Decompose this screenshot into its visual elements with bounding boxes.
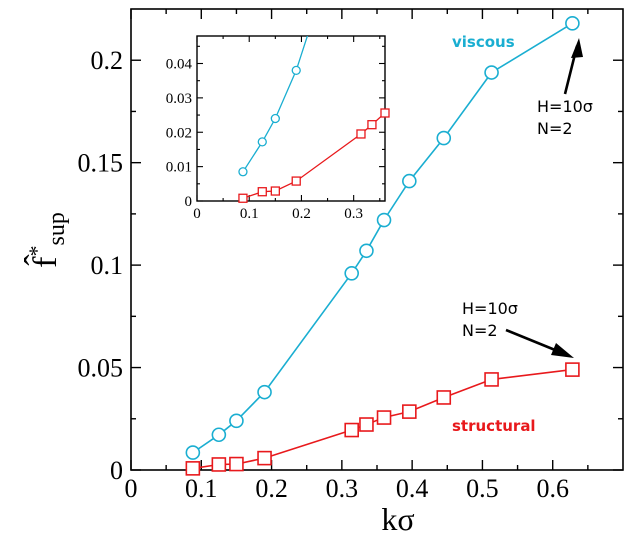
- inset-y-tick-label: 0.01: [166, 160, 192, 176]
- inset-structural-point: [270, 186, 280, 196]
- inset-structural-point: [238, 193, 248, 203]
- inset-y-tick-label: 0: [185, 194, 193, 210]
- inset-viscous-point: [238, 167, 248, 177]
- inset-axis-ticks: 0 0.1 0.2 0.3 0 0.01 0.02 0.03 0.04: [166, 36, 385, 222]
- main-structural-point: [344, 422, 359, 438]
- viscous-annotation-line1: H=10σ: [537, 97, 593, 116]
- main-viscous-point: [376, 212, 392, 228]
- main-y-tick-label: 0: [110, 456, 123, 485]
- main-y-tick-label: 0.2: [91, 46, 124, 75]
- inset-x-tick-label: 0.1: [240, 206, 259, 222]
- viscous-annotation-arrow: [563, 38, 583, 95]
- main-y-tick-label: 0.15: [78, 149, 124, 178]
- main-structural-point: [436, 390, 452, 405]
- main-x-tick-label: 0.1: [185, 474, 218, 503]
- inset-structural-point: [367, 120, 377, 130]
- main-structural-point: [185, 461, 201, 476]
- main-structural-point: [257, 450, 272, 466]
- main-viscous-point: [185, 445, 201, 460]
- main-structural-point: [211, 457, 227, 472]
- inset-x-tick-label: 0.2: [292, 206, 311, 222]
- structural-label: structural: [452, 417, 536, 435]
- main-y-tick-label: 0.1: [91, 251, 124, 280]
- main-viscous-point: [257, 384, 272, 400]
- main-structural-point: [376, 410, 392, 425]
- main-viscous-point: [436, 130, 452, 146]
- main-x-tick-label: 0.3: [326, 474, 359, 503]
- main-axis-ticks: 0 0.1 0.2 0.3 0.4 0.5 0.6 0 0.05 0.1 0.15 0.2: [78, 9, 623, 503]
- inset-structural-point: [291, 176, 301, 186]
- main-x-tick-label: 0: [125, 474, 138, 503]
- inset-structural-point: [257, 187, 267, 197]
- inset-markers: [238, 65, 390, 203]
- main-structural-point: [229, 456, 244, 472]
- x-axis-title: kσ: [381, 501, 414, 536]
- main-structural-point: [484, 372, 499, 387]
- main-markers: [185, 16, 580, 476]
- inset-y-tick-label: 0.02: [166, 125, 192, 141]
- main-viscous-point: [211, 427, 227, 443]
- main-structural-point: [359, 417, 374, 432]
- structural-annotation-line2: N=2: [462, 321, 498, 340]
- inset-x-tick-label: 0: [193, 206, 201, 222]
- inset-structural-point: [380, 108, 390, 118]
- inset-x-tick-label: 0.3: [344, 206, 363, 222]
- inset-structural-point: [356, 129, 366, 139]
- inset-viscous-point: [291, 65, 301, 76]
- inset-plot-frame: [196, 35, 386, 202]
- main-viscous-point: [565, 16, 580, 31]
- main-x-tick-label: 0.4: [396, 474, 429, 503]
- main-x-tick-label: 0.6: [536, 474, 569, 503]
- inset-y-tick-label: 0.03: [166, 91, 192, 107]
- main-structural-point: [565, 362, 580, 377]
- inset-viscous-point: [270, 113, 280, 124]
- main-x-tick-label: 0.2: [255, 474, 288, 503]
- svg-text:f̂*sup: f̂*sup: [24, 212, 70, 268]
- main-viscous-point: [344, 266, 359, 281]
- inset-viscous-point: [257, 137, 267, 147]
- main-x-tick-label: 0.5: [466, 474, 499, 503]
- viscous-annotation-line2: N=2: [537, 119, 573, 138]
- main-viscous-point: [402, 173, 417, 189]
- y-axis-title: f̂*sup: [24, 212, 70, 268]
- main-viscous-point: [359, 243, 374, 259]
- viscous-label: viscous: [452, 33, 515, 51]
- main-viscous-point: [484, 65, 499, 80]
- main-structural-point: [402, 404, 417, 419]
- structural-annotation-line1: H=10σ: [462, 299, 518, 318]
- inset-y-tick-label: 0.04: [166, 57, 193, 73]
- main-y-tick-label: 0.05: [78, 354, 124, 383]
- structural-annotation-arrow: [505, 328, 574, 358]
- main-viscous-point: [229, 413, 244, 429]
